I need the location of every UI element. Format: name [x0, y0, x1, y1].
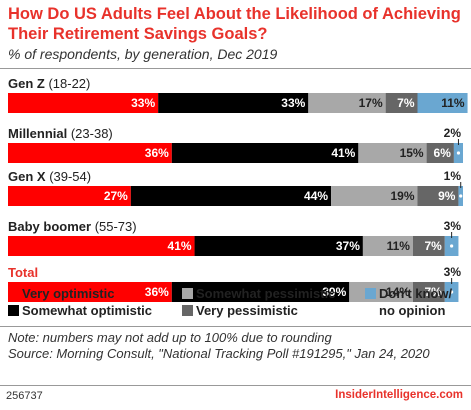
- bar-somewhat-optimistic-millennial: [171, 143, 359, 163]
- data-label-somewhat-optimistic-gen-z: 33%: [281, 96, 305, 110]
- category-label-millennial-23-38: Millennial (23-38): [8, 126, 113, 141]
- bar-very-optimistic-gen-x: [8, 186, 131, 206]
- brand-logo-text: InsiderIntelligence.com: [335, 389, 463, 401]
- data-label-somewhat-pessimistic-millennial: 15%: [400, 146, 424, 160]
- chart-title: How Do US Adults Feel About the Likeliho…: [8, 5, 461, 43]
- data-label-somewhat-optimistic-total: 39%: [322, 285, 346, 299]
- bar-somewhat-optimistic-total: [171, 282, 350, 302]
- bar-very-optimistic-total: [8, 282, 172, 302]
- leader-dot-gen-x: [459, 194, 463, 198]
- bar-very-pessimistic-millennial: [426, 143, 454, 163]
- footnote: Note: numbers may not add up to 100% due…: [8, 330, 430, 362]
- data-label-very-pessimistic-baby-boomer: 7%: [424, 239, 442, 253]
- data-label-don-t-know-no-opinion-total: 3%: [444, 265, 462, 279]
- bar-very-pessimistic-gen-x: [417, 186, 459, 206]
- data-label-somewhat-optimistic-millennial: 41%: [331, 146, 355, 160]
- bar-very-optimistic-baby-boomer: [8, 236, 195, 256]
- data-label-very-pessimistic-total: 7%: [424, 285, 442, 299]
- bar-very-pessimistic-baby-boomer: [412, 236, 445, 256]
- data-label-don-t-know-no-opinion-gen-x: 1%: [444, 169, 462, 183]
- legend-divider: [0, 326, 471, 327]
- bar-somewhat-optimistic-baby-boomer: [194, 236, 363, 256]
- note-text: Note: numbers may not add up to 100% due…: [8, 330, 332, 345]
- chart-id: 256737: [6, 390, 43, 402]
- category-label-gen-z-18-22: Gen Z (18-22): [8, 76, 90, 91]
- bar-very-optimistic-gen-z: [8, 93, 159, 113]
- bar-very-optimistic-millennial: [8, 143, 172, 163]
- category-label-baby-boomer-55-73: Baby boomer (55-73): [8, 219, 137, 234]
- bar-somewhat-optimistic-gen-z: [158, 93, 309, 113]
- bar-very-pessimistic-total: [412, 282, 445, 302]
- data-label-somewhat-pessimistic-gen-x: 19%: [390, 189, 414, 203]
- bar-somewhat-optimistic-gen-x: [130, 186, 332, 206]
- data-label-very-pessimistic-gen-z: 7%: [397, 96, 415, 110]
- data-label-somewhat-optimistic-baby-boomer: 37%: [336, 239, 360, 253]
- bar-don-t-know-no-opinion-gen-z: [417, 93, 468, 113]
- source-text: Source: Morning Consult, "National Track…: [8, 346, 430, 361]
- leader-dot-millennial: [456, 151, 461, 155]
- bar-very-pessimistic-gen-z: [385, 93, 418, 113]
- data-label-very-optimistic-gen-x: 27%: [104, 189, 128, 203]
- data-label-very-pessimistic-millennial: 6%: [434, 146, 452, 160]
- data-label-very-optimistic-millennial: 36%: [145, 146, 169, 160]
- top-divider: [0, 68, 471, 69]
- bar-somewhat-pessimistic-millennial: [358, 143, 427, 163]
- bar-somewhat-pessimistic-baby-boomer: [362, 236, 413, 256]
- chart-subtitle: % of respondents, by generation, Dec 201…: [8, 46, 278, 62]
- data-label-don-t-know-no-opinion-baby-boomer: 3%: [444, 219, 462, 233]
- bar-somewhat-pessimistic-gen-z: [308, 93, 386, 113]
- leader-dot-baby-boomer: [450, 244, 454, 248]
- category-label-total: Total: [8, 265, 38, 280]
- data-label-somewhat-pessimistic-total: 14%: [386, 285, 410, 299]
- data-label-very-optimistic-baby-boomer: 41%: [168, 239, 192, 253]
- data-label-very-optimistic-gen-z: 33%: [131, 96, 155, 110]
- footer-divider: [0, 385, 471, 386]
- data-label-don-t-know-no-opinion-millennial: 2%: [444, 126, 462, 140]
- bar-somewhat-pessimistic-gen-x: [331, 186, 418, 206]
- data-label-very-pessimistic-gen-x: 9%: [438, 189, 456, 203]
- leader-dot-total: [450, 290, 454, 294]
- data-label-somewhat-pessimistic-gen-z: 17%: [359, 96, 383, 110]
- category-label-gen-x-39-54: Gen X (39-54): [8, 169, 91, 184]
- data-label-somewhat-optimistic-gen-x: 44%: [304, 189, 328, 203]
- data-label-don-t-know-no-opinion-gen-z: 11%: [441, 96, 465, 110]
- data-label-somewhat-pessimistic-baby-boomer: 11%: [387, 239, 411, 253]
- data-label-very-optimistic-total: 36%: [145, 285, 169, 299]
